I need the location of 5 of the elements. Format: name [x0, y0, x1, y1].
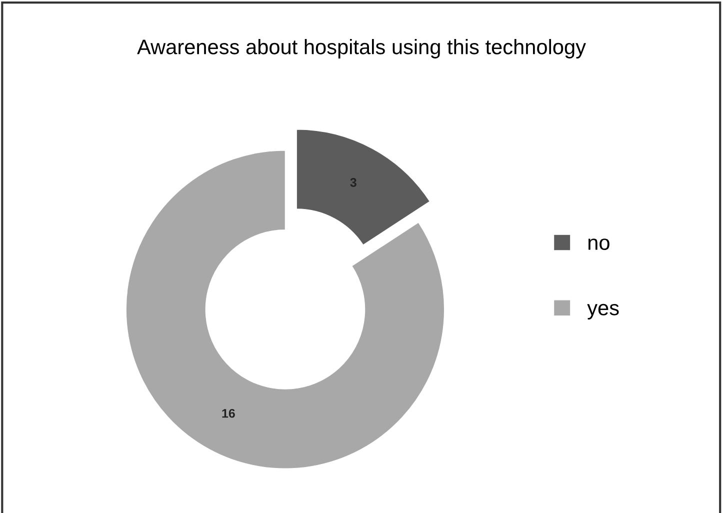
chart-title: Awareness about hospitals using this technology: [137, 39, 586, 58]
legend-label: no: [588, 238, 610, 250]
legend-label: yes: [587, 304, 619, 320]
data-label: 3: [350, 178, 356, 187]
data-label: 16: [222, 408, 235, 418]
